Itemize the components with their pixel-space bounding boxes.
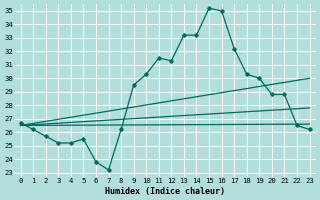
X-axis label: Humidex (Indice chaleur): Humidex (Indice chaleur) [105,187,225,196]
